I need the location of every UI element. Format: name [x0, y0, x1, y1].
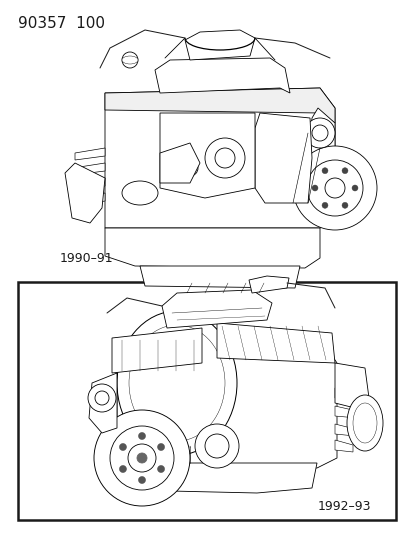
Polygon shape — [159, 143, 199, 183]
Circle shape — [138, 432, 145, 440]
Polygon shape — [89, 373, 117, 433]
Circle shape — [137, 453, 147, 463]
Polygon shape — [105, 88, 334, 228]
Polygon shape — [117, 463, 316, 493]
Polygon shape — [334, 440, 352, 452]
Polygon shape — [75, 148, 105, 160]
Polygon shape — [65, 163, 105, 223]
Polygon shape — [117, 348, 336, 468]
Polygon shape — [307, 108, 334, 218]
Polygon shape — [185, 30, 254, 60]
Polygon shape — [216, 323, 334, 363]
Polygon shape — [161, 290, 271, 328]
Circle shape — [321, 168, 327, 174]
Circle shape — [88, 384, 116, 412]
Ellipse shape — [129, 325, 224, 441]
Polygon shape — [140, 266, 299, 288]
Text: 1990–91: 1990–91 — [60, 252, 113, 265]
Circle shape — [182, 160, 197, 176]
Ellipse shape — [346, 395, 382, 451]
Circle shape — [341, 203, 347, 208]
Text: 1992–93: 1992–93 — [317, 500, 370, 513]
Circle shape — [311, 125, 327, 141]
Polygon shape — [105, 88, 334, 123]
Circle shape — [311, 185, 317, 191]
Polygon shape — [154, 58, 289, 93]
Circle shape — [324, 178, 344, 198]
Circle shape — [204, 138, 244, 178]
Circle shape — [157, 465, 164, 472]
Circle shape — [122, 52, 138, 68]
Circle shape — [304, 118, 334, 148]
Circle shape — [321, 203, 327, 208]
Polygon shape — [334, 388, 354, 400]
Circle shape — [110, 426, 173, 490]
Polygon shape — [159, 113, 254, 198]
Circle shape — [94, 410, 190, 506]
Polygon shape — [254, 113, 311, 203]
Circle shape — [292, 146, 376, 230]
Bar — [18, 282, 395, 520]
Polygon shape — [73, 163, 105, 175]
Circle shape — [214, 148, 235, 168]
Circle shape — [204, 434, 228, 458]
Circle shape — [138, 477, 145, 483]
Polygon shape — [334, 424, 354, 436]
Circle shape — [306, 160, 362, 216]
Circle shape — [128, 444, 156, 472]
Ellipse shape — [122, 56, 138, 64]
Polygon shape — [334, 363, 368, 408]
Circle shape — [119, 465, 126, 472]
Ellipse shape — [352, 403, 376, 443]
Ellipse shape — [122, 181, 158, 205]
Ellipse shape — [117, 311, 236, 455]
Polygon shape — [248, 276, 288, 293]
Polygon shape — [105, 228, 319, 268]
Circle shape — [351, 185, 357, 191]
Polygon shape — [334, 406, 356, 418]
Circle shape — [119, 443, 126, 450]
Text: 90357  100: 90357 100 — [18, 16, 105, 31]
Circle shape — [195, 424, 238, 468]
Circle shape — [95, 391, 109, 405]
Polygon shape — [80, 193, 105, 205]
Polygon shape — [112, 328, 202, 373]
Polygon shape — [77, 178, 105, 190]
Circle shape — [341, 168, 347, 174]
Circle shape — [157, 443, 164, 450]
